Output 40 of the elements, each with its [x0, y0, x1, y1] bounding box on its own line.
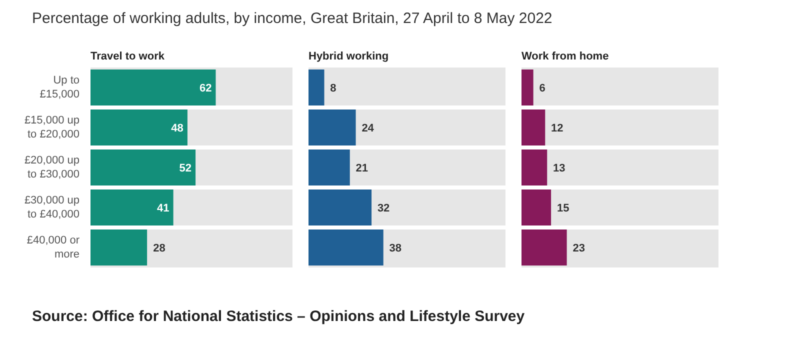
source-note: Source: Office for National Statistics – Opinions and Lifestyle Survey [32, 307, 525, 327]
text: Percentage of working adults, by income, Great Britain, 27 April to 8 May 2022 [32, 9, 552, 29]
data-label: 62 [199, 82, 212, 94]
bar [90, 150, 196, 186]
bar [90, 230, 148, 266]
bar [522, 230, 567, 266]
data-label: 32 [377, 202, 390, 214]
bar [308, 230, 384, 266]
bar [90, 70, 216, 106]
data-label: 13 [553, 162, 566, 174]
chart-title: Hybrid working [308, 50, 389, 62]
data-label: 12 [551, 122, 564, 134]
y-tick-label: £30,000 up to £40,000 [24, 194, 80, 221]
bar [308, 70, 324, 106]
chart-title: Work from home [522, 50, 609, 62]
bar [522, 70, 534, 106]
y-tick-label: Up to £15,000 [40, 74, 80, 101]
y-tick-label: £20,000 up to £30,000 [24, 154, 80, 181]
data-label: 28 [153, 242, 166, 254]
y-tick-label: £15,000 up to £20,000 [24, 114, 80, 141]
bar [522, 190, 552, 226]
chart-title: Travel to work [90, 50, 166, 62]
data-label: 38 [389, 242, 402, 254]
bar [308, 110, 356, 146]
y-tick-label: £40,000 or more [26, 234, 80, 261]
bar [308, 190, 372, 226]
data-label: 6 [539, 82, 546, 94]
data-label: 24 [362, 122, 375, 134]
bar [308, 150, 350, 186]
data-label: 41 [157, 202, 170, 214]
data-label: 48 [171, 122, 184, 134]
bar [90, 110, 188, 146]
data-label: 8 [330, 82, 336, 94]
bar [522, 110, 546, 146]
bar [522, 150, 548, 186]
bar [90, 190, 174, 226]
data-label: 52 [179, 162, 192, 174]
data-label: 23 [572, 242, 585, 254]
data-label: 21 [356, 162, 368, 174]
data-label: 15 [556, 202, 570, 214]
